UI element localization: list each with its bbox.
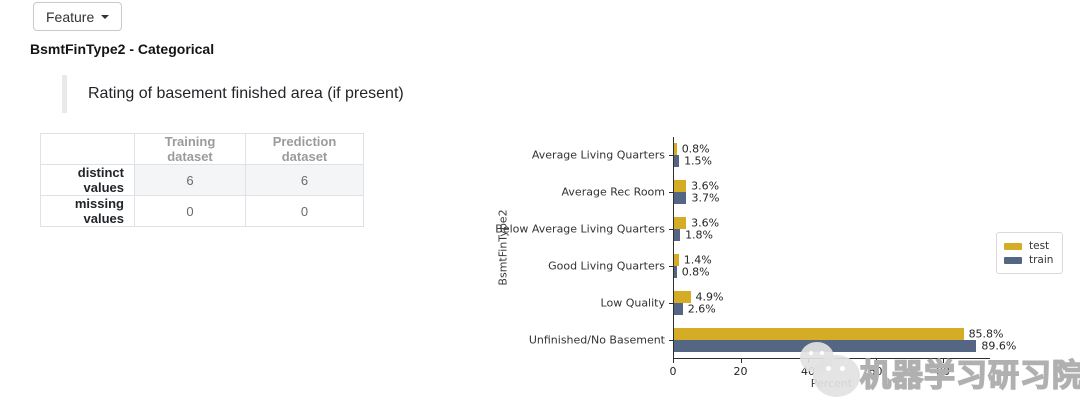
legend-swatch-train [1004,256,1022,264]
stats-corner-cell [40,133,135,165]
bar-train [674,192,687,204]
bar-value-label: 0.8% [681,142,710,156]
legend-label: train [1029,254,1054,266]
x-tick-label: 80 [936,365,950,378]
bar-value-label: 3.7% [691,191,720,205]
bar-value-label: 2.6% [687,302,716,316]
feature-dropdown-button[interactable]: Feature [33,2,123,31]
category-label: Unfinished/No Basement [528,333,665,347]
y-tick-mark [669,155,673,156]
stats-table: Training dataset Prediction dataset dist… [40,133,364,227]
bar-train [674,340,977,352]
chart-legend: test train [996,232,1064,274]
x-tick-label: 60 [868,365,883,378]
category-label: Good Living Quarters [548,259,665,273]
x-tick-mark [673,359,674,363]
bar-value-label: 85.8% [968,327,1004,341]
bar-test [674,328,964,340]
bar-value-label: 89.6% [981,339,1017,353]
x-tick-mark [740,359,742,363]
legend-label: test [1029,240,1050,252]
y-tick-mark [669,192,673,193]
bar-value-label: 4.9% [695,290,724,304]
feature-description-text: Rating of basement finished area (if pre… [88,85,404,102]
x-axis-label: Percent [810,377,853,390]
feature-dropdown-label: Feature [46,8,95,25]
y-tick-mark [669,303,673,304]
bar-test [674,291,691,303]
bar-value-label: 3.6% [691,179,720,193]
cell-distinct-training: 6 [134,164,246,196]
bar-test [674,217,687,229]
y-axis-label: BsmtFinType2 [496,209,510,286]
bar-train [674,155,680,167]
cell-missing-training: 0 [134,195,246,227]
x-tick-mark [875,359,877,363]
y-tick-mark [669,340,673,341]
y-tick-mark [669,229,673,230]
bar-value-label: 1.4% [683,253,712,267]
table-row-distinct: distinct values 6 6 [40,164,364,196]
feature-description: Rating of basement finished area (if pre… [62,75,404,113]
cell-missing-prediction: 0 [245,195,364,227]
y-tick-mark [669,266,673,267]
category-label: Average Living Quarters [531,148,665,162]
page-title: BsmtFinType2 - Categorical [30,41,215,57]
bar-train [674,266,677,278]
row-label: missing values [40,195,135,227]
chevron-down-icon [101,14,110,19]
bar-value-label: 3.6% [691,216,720,230]
bar-test [674,254,679,266]
legend-swatch-test [1004,242,1022,250]
bar-value-label: 1.5% [684,154,713,168]
bar-train [674,303,683,315]
cell-distinct-prediction: 6 [245,164,364,196]
legend-item-test: test [1004,240,1053,252]
bar-value-label: 1.8% [685,228,714,242]
bar-test [674,180,687,192]
bar-test [674,143,677,155]
x-tick-mark [808,359,809,363]
y-axis-line [673,137,674,358]
legend-item-train: train [1004,254,1053,266]
bar-value-label: 0.8% [681,265,710,279]
x-tick-label: 20 [733,365,748,378]
table-row-missing: missing values 0 0 [40,195,364,227]
x-tick-label: 0 [669,365,677,378]
category-label: Below Average Living Quarters [495,222,665,236]
stats-col-training: Training dataset [134,133,246,165]
x-tick-mark [943,359,944,363]
bar-train [674,229,681,241]
category-label: Average Rec Room [561,185,665,199]
category-label: Low Quality [600,296,665,310]
